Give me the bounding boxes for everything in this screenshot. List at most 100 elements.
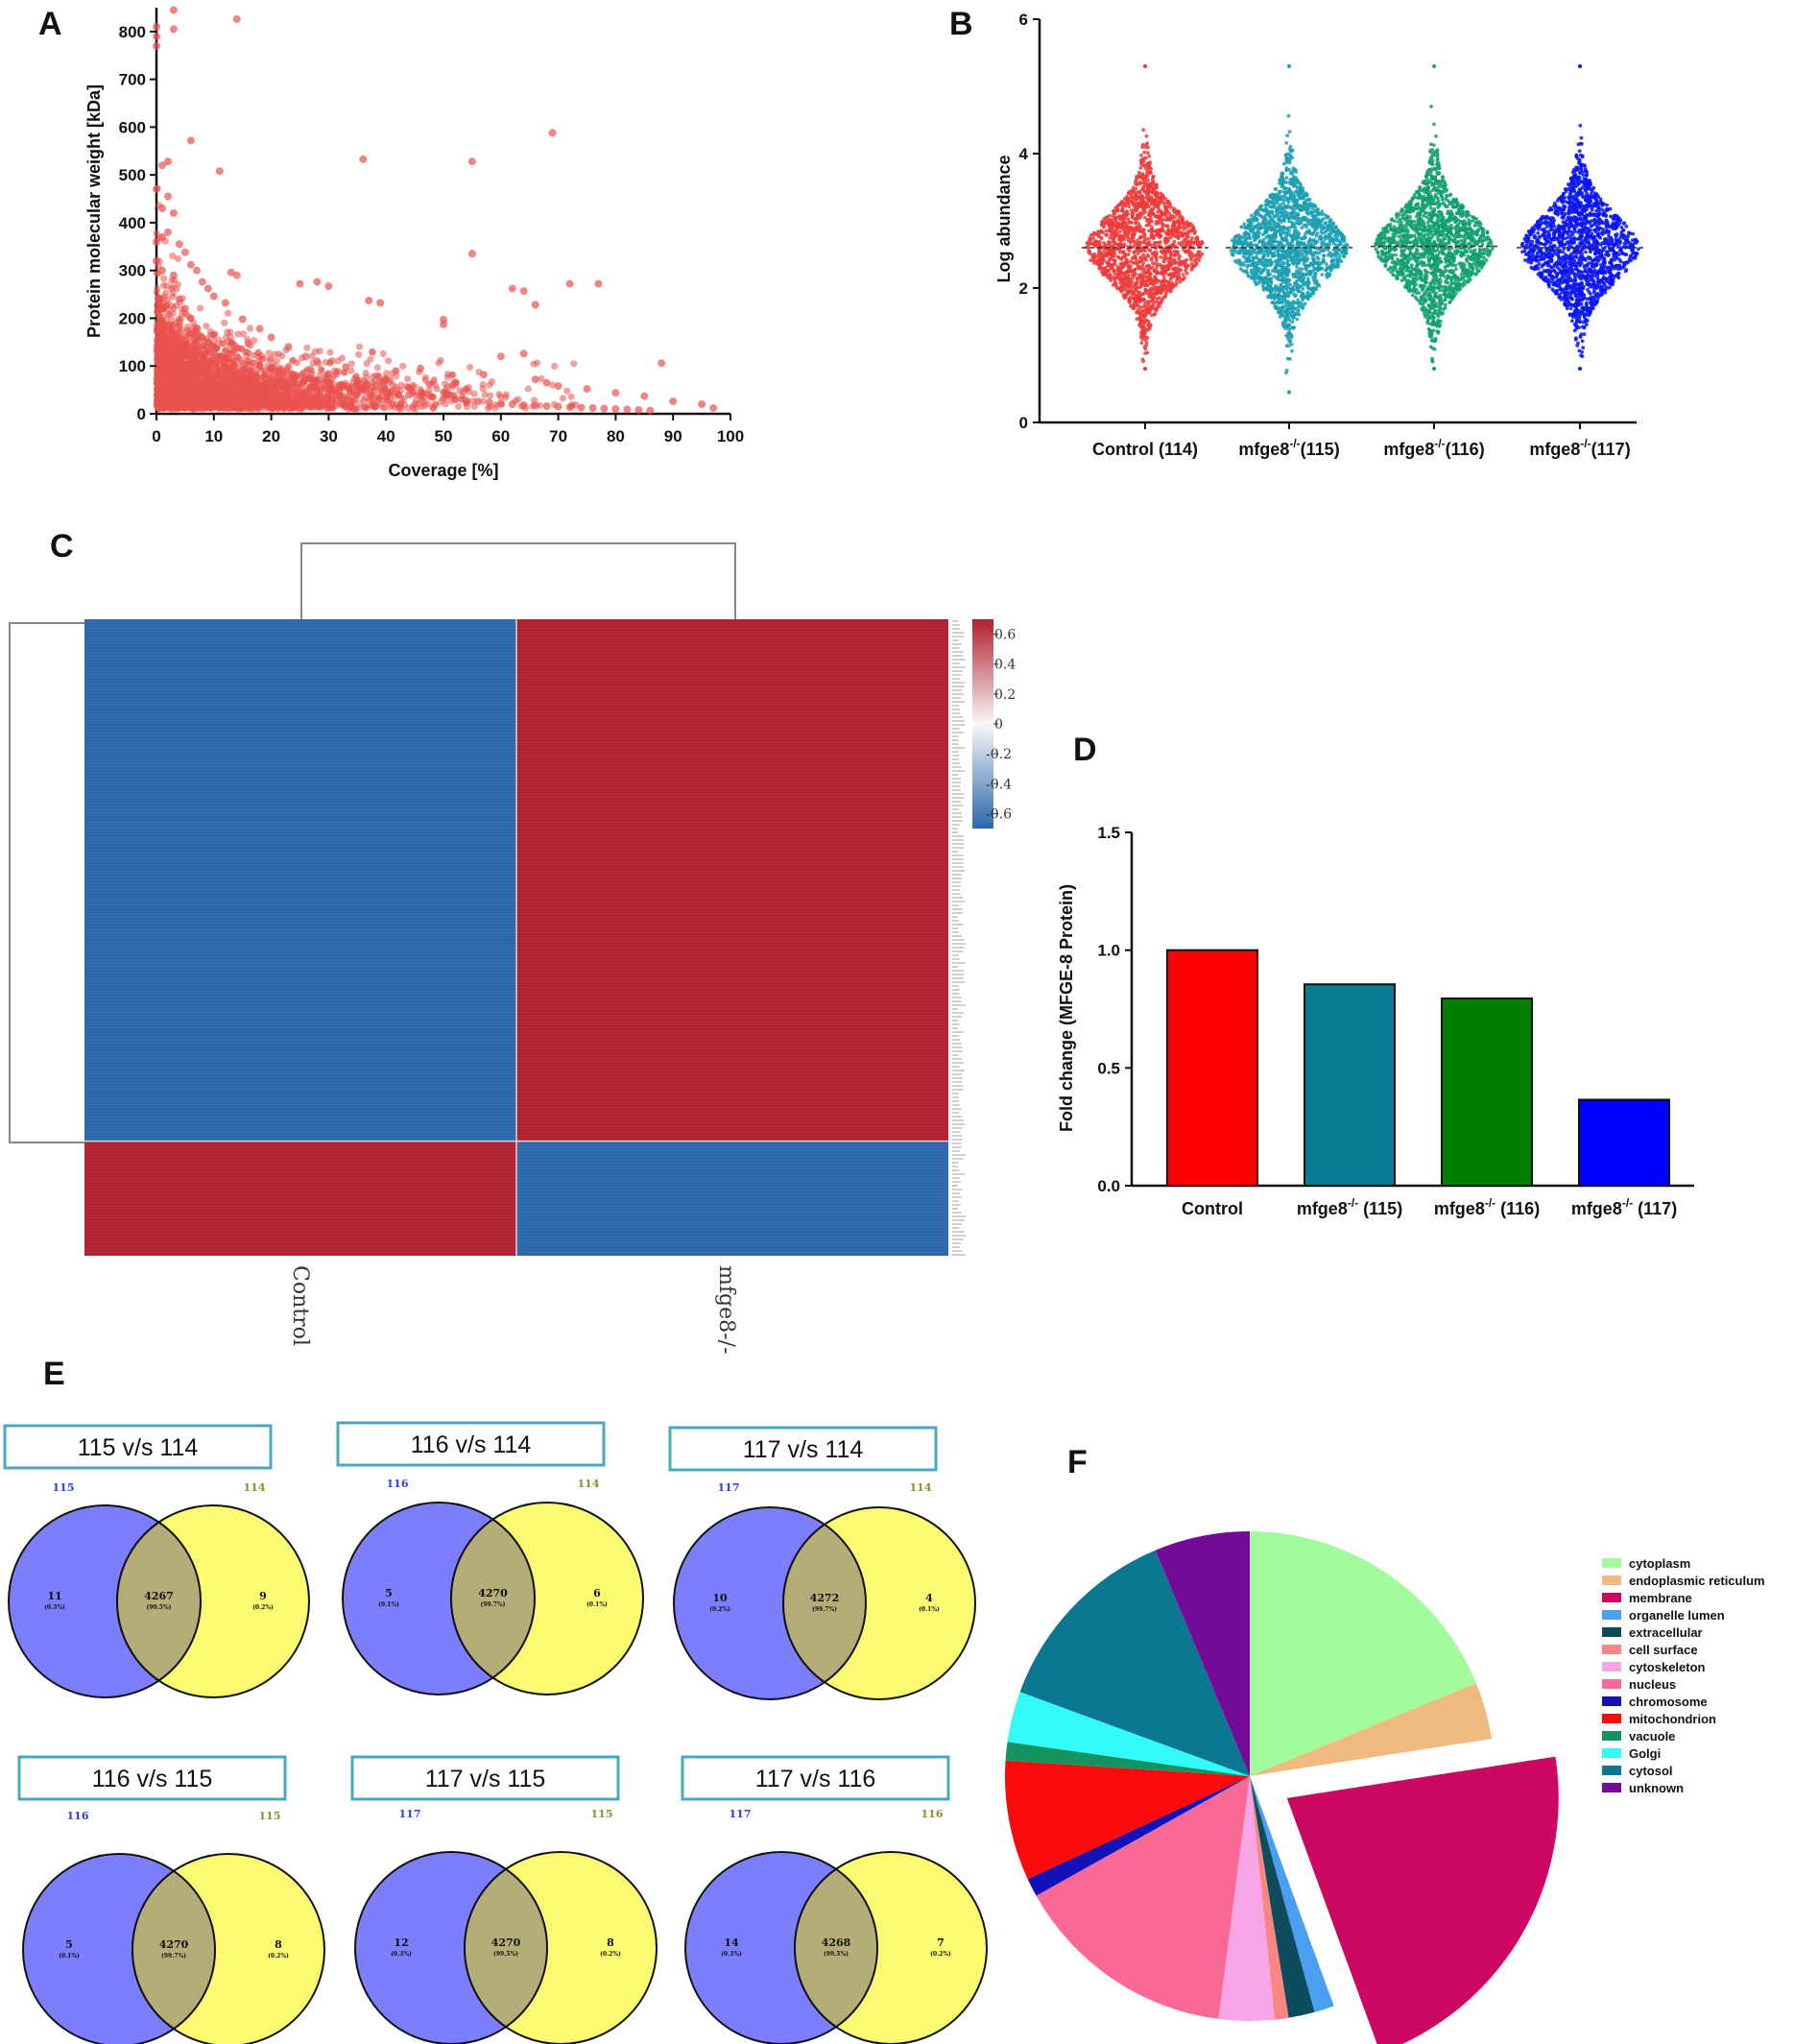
scatter-point (219, 339, 227, 347)
scatter-point (186, 314, 195, 323)
scatter-point (431, 401, 439, 409)
scatter-point (554, 382, 562, 391)
scatter-point (166, 310, 174, 318)
scatter-point (303, 344, 311, 351)
scatter-point (347, 403, 354, 411)
scatter-point (224, 328, 231, 336)
data-dot (1165, 250, 1170, 254)
data-dot (1143, 215, 1147, 220)
scatter-point (421, 402, 429, 410)
scatter-point (347, 360, 355, 368)
data-dot (1160, 220, 1163, 225)
data-dot (1179, 243, 1184, 248)
data-dot (1149, 182, 1154, 187)
data-dot (1136, 190, 1139, 195)
scatter-point (394, 390, 402, 398)
scatter-point (365, 297, 373, 305)
data-dot (1146, 151, 1150, 156)
scatter-point (342, 363, 350, 372)
scatter-point (265, 349, 273, 357)
scatter-point (611, 389, 620, 397)
scatter-point (215, 167, 224, 176)
data-dot (1189, 261, 1194, 266)
scatter-point (440, 395, 447, 403)
x-tick-label: 0 (152, 427, 160, 445)
panel-label-b: B (949, 6, 973, 42)
scatter-point (272, 350, 279, 358)
scatter-point (467, 157, 476, 166)
data-dot (1099, 223, 1104, 228)
scatter-point (399, 362, 407, 370)
scatter-point (336, 397, 344, 405)
scatter-point (369, 349, 376, 356)
data-dot (1104, 260, 1109, 264)
scatter-point (160, 275, 168, 282)
scatter-point (404, 375, 412, 383)
scatter-point (296, 279, 304, 288)
y-tick-label: 700 (119, 71, 146, 89)
scatter-point (179, 370, 187, 377)
scatter-point (379, 349, 387, 358)
data-dot (1161, 259, 1166, 264)
data-dot (1167, 228, 1172, 233)
scatter-point (160, 281, 168, 289)
data-dot (1141, 142, 1145, 147)
data-dot (1151, 211, 1156, 216)
scatter-point (284, 343, 293, 351)
scatter-point (257, 390, 265, 397)
scatter-point (709, 404, 718, 412)
scatter-point (570, 360, 578, 368)
data-dot (1143, 240, 1147, 245)
scatter-point (153, 397, 160, 404)
scatter-point (519, 349, 528, 358)
data-dot (1155, 194, 1159, 199)
scatter-point (356, 399, 364, 407)
scatter-point (462, 397, 470, 405)
scatter-point (392, 383, 399, 391)
scatter-point (167, 399, 175, 407)
scatter-point (382, 388, 391, 397)
scatter-point (421, 376, 429, 384)
scatter-point (405, 383, 414, 392)
data-dot (1159, 240, 1162, 245)
scatter-point (175, 240, 183, 249)
scatter-point (487, 392, 494, 399)
scatter-point (153, 256, 160, 265)
data-dot (1183, 240, 1186, 245)
data-dot (1129, 193, 1134, 198)
scatter-point (290, 371, 299, 379)
data-dot (1120, 228, 1125, 231)
data-dot (1155, 258, 1159, 263)
scatter-point (451, 396, 459, 404)
data-dot (1126, 252, 1131, 256)
scatter-point (311, 348, 320, 355)
scatter-point (169, 25, 178, 34)
data-dot (1117, 286, 1122, 291)
data-dot (1116, 255, 1121, 260)
data-dot (1138, 273, 1143, 277)
scatter-point (565, 403, 574, 411)
x-tick-label: 30 (320, 427, 338, 445)
data-dot (1172, 239, 1177, 244)
scatter-point (302, 393, 310, 400)
data-dot (1170, 243, 1175, 248)
data-dot (1127, 220, 1132, 225)
scatter-point (255, 325, 264, 333)
scatter-point (531, 301, 539, 309)
y-tick-label: 200 (119, 309, 146, 327)
scatter-point (187, 329, 195, 337)
data-dot (1093, 232, 1097, 237)
data-dot (1149, 288, 1153, 293)
scatter-point (153, 185, 160, 194)
scatter-point (519, 287, 528, 296)
scatter-point (519, 401, 528, 409)
scatter-point (533, 359, 541, 367)
scatter-point (312, 394, 320, 401)
data-dot (1120, 265, 1125, 270)
data-dot (1178, 268, 1183, 272)
scatter-point (255, 362, 264, 371)
data-dot (1112, 217, 1117, 222)
data-dot (1171, 267, 1175, 271)
scatter-point (473, 397, 482, 406)
